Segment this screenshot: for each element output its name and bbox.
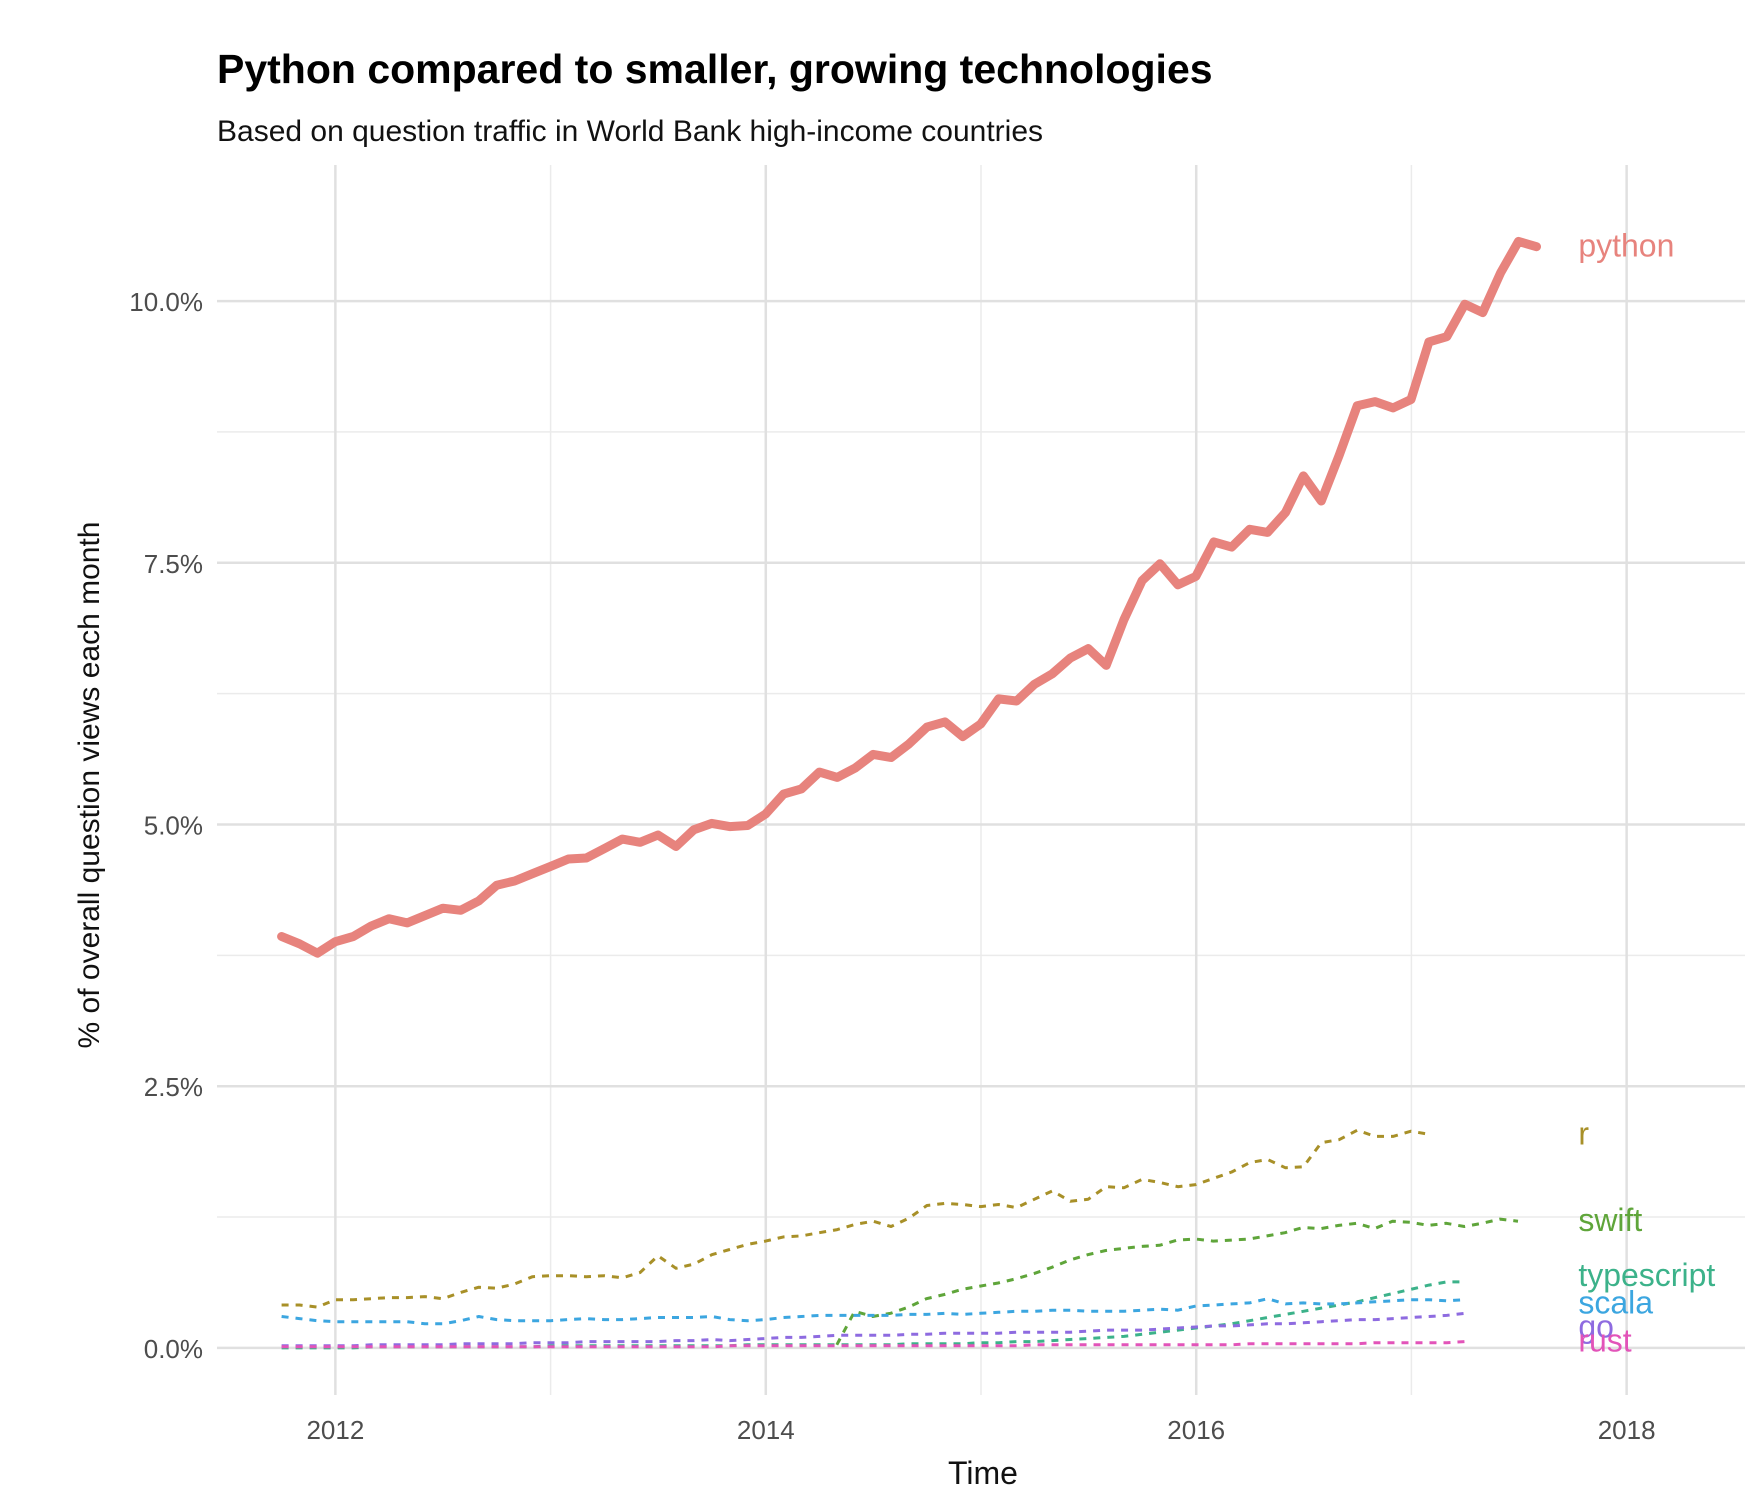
- series-label-swift: swift: [1578, 1202, 1642, 1238]
- series-label-rust: rust: [1578, 1323, 1631, 1359]
- series-label-scala: scala: [1578, 1285, 1653, 1321]
- x-tick-label: 2012: [306, 1415, 364, 1445]
- y-tick-label: 0.0%: [144, 1334, 203, 1364]
- y-tick-label: 5.0%: [144, 810, 203, 840]
- tick-labels: 0.0% 2.5% 5.0% 7.5% 10.0% 2012 2014 2016 2018: [129, 287, 1655, 1445]
- series-label-typescript: typescript: [1578, 1257, 1715, 1293]
- series-label-r: r: [1578, 1115, 1589, 1151]
- series-lines: [277, 236, 1541, 1350]
- series-line-python: [277, 236, 1541, 958]
- y-tick-label: 10.0%: [129, 287, 203, 317]
- y-tick-label: 2.5%: [144, 1072, 203, 1102]
- series-line-rust: [281, 1340, 1465, 1349]
- series-label-go: go: [1578, 1308, 1614, 1344]
- series-line-go: [281, 1311, 1465, 1348]
- series-line-r: [281, 1128, 1430, 1309]
- chart-subtitle: Based on question traffic in World Bank …: [217, 115, 1044, 148]
- y-tick-label: 7.5%: [144, 549, 203, 579]
- series-label-python: python: [1578, 228, 1674, 264]
- x-tick-label: 2014: [737, 1415, 795, 1445]
- x-tick-label: 2016: [1167, 1415, 1225, 1445]
- series-line-scala: [281, 1297, 1465, 1326]
- x-axis-label: Time: [948, 1455, 1018, 1491]
- series-line-swift: [835, 1217, 1519, 1346]
- grid-lines: [217, 165, 1745, 1395]
- chart-title: Python compared to smaller, growing tech…: [217, 46, 1213, 92]
- x-tick-label: 2018: [1598, 1415, 1656, 1445]
